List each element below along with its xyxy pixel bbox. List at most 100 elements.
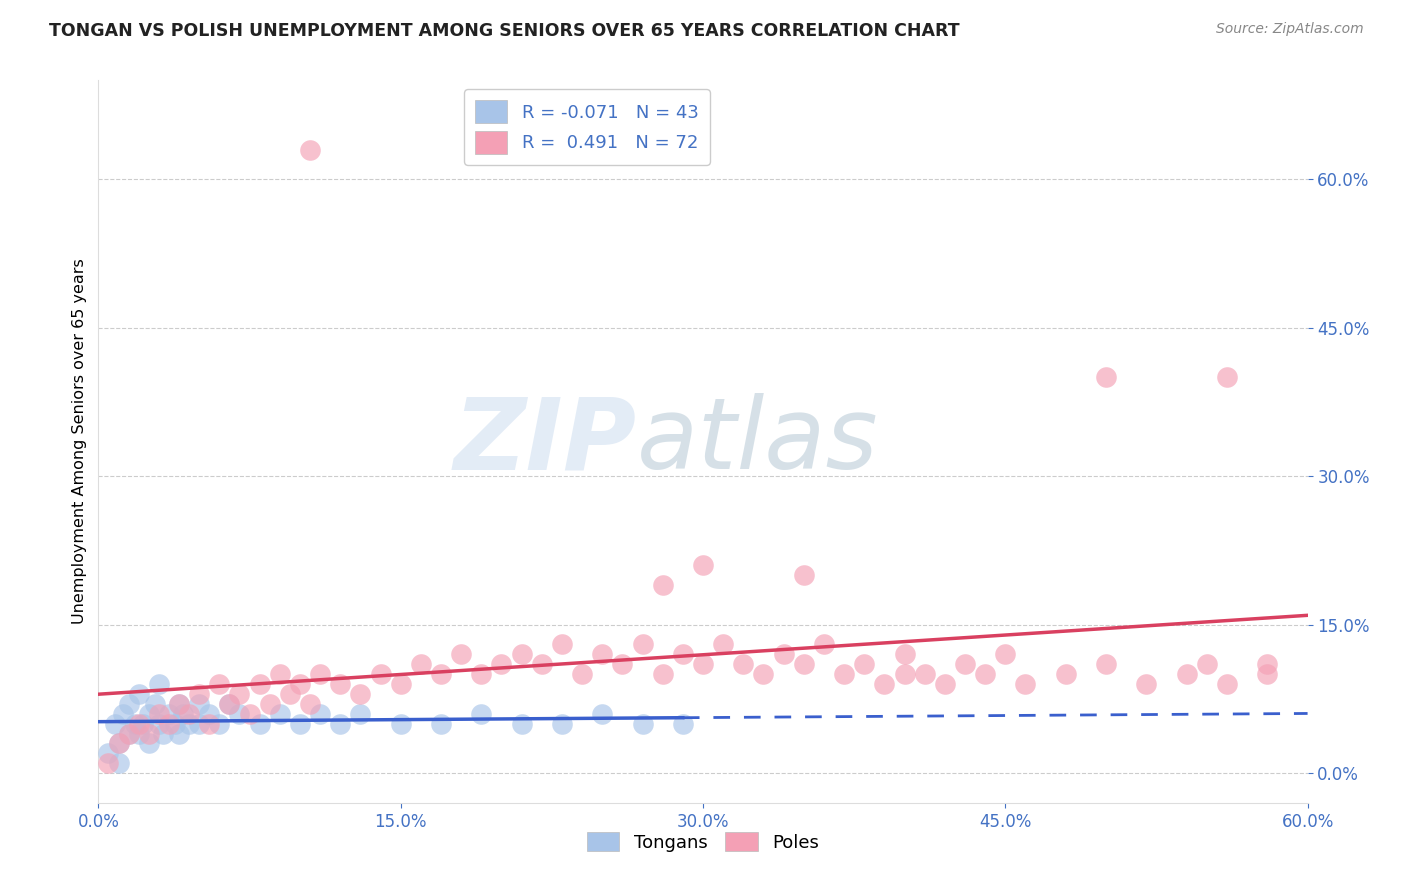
Point: [389, 716, 412, 731]
Point: [1054, 667, 1077, 681]
Point: [1216, 370, 1239, 384]
Point: [893, 667, 915, 681]
Point: [1095, 657, 1118, 672]
Point: [128, 687, 150, 701]
Point: [228, 706, 250, 721]
Point: [218, 697, 240, 711]
Point: [172, 706, 194, 721]
Point: [208, 716, 231, 731]
Point: [389, 677, 412, 691]
Point: [179, 706, 201, 721]
Point: [188, 697, 211, 711]
Point: [188, 716, 211, 731]
Point: [612, 657, 634, 672]
Text: atlas: atlas: [637, 393, 879, 490]
Point: [832, 667, 855, 681]
Y-axis label: Unemployment Among Seniors over 65 years: Unemployment Among Seniors over 65 years: [72, 259, 87, 624]
Point: [1135, 677, 1157, 691]
Point: [138, 706, 160, 721]
Point: [103, 716, 125, 731]
Point: [118, 697, 141, 711]
Point: [1216, 677, 1239, 691]
Point: [510, 648, 533, 662]
Point: [1195, 657, 1218, 672]
Text: ZIP: ZIP: [454, 393, 637, 490]
Point: [107, 736, 129, 750]
Point: [111, 706, 134, 721]
Point: [138, 736, 160, 750]
Point: [148, 706, 170, 721]
Point: [631, 716, 654, 731]
Point: [1014, 677, 1036, 691]
Point: [118, 726, 141, 740]
Point: [450, 648, 472, 662]
Point: [793, 657, 815, 672]
Point: [692, 657, 714, 672]
Point: [672, 648, 695, 662]
Point: [491, 657, 513, 672]
Point: [853, 657, 876, 672]
Point: [1175, 667, 1198, 681]
Point: [239, 706, 262, 721]
Point: [259, 697, 281, 711]
Point: [138, 726, 160, 740]
Point: [409, 657, 432, 672]
Point: [269, 667, 291, 681]
Point: [934, 677, 956, 691]
Point: [167, 697, 190, 711]
Legend: Tongans, Poles: Tongans, Poles: [579, 825, 827, 859]
Point: [269, 706, 291, 721]
Point: [329, 716, 352, 731]
Point: [157, 716, 180, 731]
Point: [1256, 657, 1278, 672]
Point: [157, 706, 180, 721]
Point: [179, 716, 201, 731]
Point: [430, 716, 453, 731]
Point: [118, 726, 141, 740]
Point: [571, 667, 593, 681]
Point: [97, 756, 120, 771]
Point: [349, 687, 371, 701]
Point: [152, 726, 174, 740]
Point: [370, 667, 392, 681]
Point: [631, 637, 654, 651]
Point: [692, 558, 714, 573]
Point: [994, 648, 1017, 662]
Point: [198, 706, 221, 721]
Point: [128, 716, 150, 731]
Point: [672, 716, 695, 731]
Point: [873, 677, 896, 691]
Point: [208, 677, 231, 691]
Point: [772, 648, 794, 662]
Point: [132, 716, 155, 731]
Text: TONGAN VS POLISH UNEMPLOYMENT AMONG SENIORS OVER 65 YEARS CORRELATION CHART: TONGAN VS POLISH UNEMPLOYMENT AMONG SENI…: [49, 22, 960, 40]
Point: [733, 657, 755, 672]
Point: [288, 716, 311, 731]
Point: [188, 687, 211, 701]
Point: [651, 667, 673, 681]
Point: [148, 716, 170, 731]
Point: [309, 706, 332, 721]
Point: [218, 697, 240, 711]
Point: [974, 667, 997, 681]
Point: [752, 667, 775, 681]
Point: [651, 578, 673, 592]
Point: [143, 697, 166, 711]
Point: [167, 726, 190, 740]
Point: [470, 667, 492, 681]
Point: [711, 637, 734, 651]
Text: Source: ZipAtlas.com: Source: ZipAtlas.com: [1216, 22, 1364, 37]
Point: [249, 716, 271, 731]
Point: [198, 716, 221, 731]
Point: [793, 568, 815, 582]
Point: [299, 697, 322, 711]
Point: [430, 667, 453, 681]
Point: [228, 687, 250, 701]
Point: [349, 706, 371, 721]
Point: [813, 637, 835, 651]
Point: [299, 143, 322, 157]
Point: [591, 648, 613, 662]
Point: [128, 726, 150, 740]
Point: [329, 677, 352, 691]
Point: [288, 677, 311, 691]
